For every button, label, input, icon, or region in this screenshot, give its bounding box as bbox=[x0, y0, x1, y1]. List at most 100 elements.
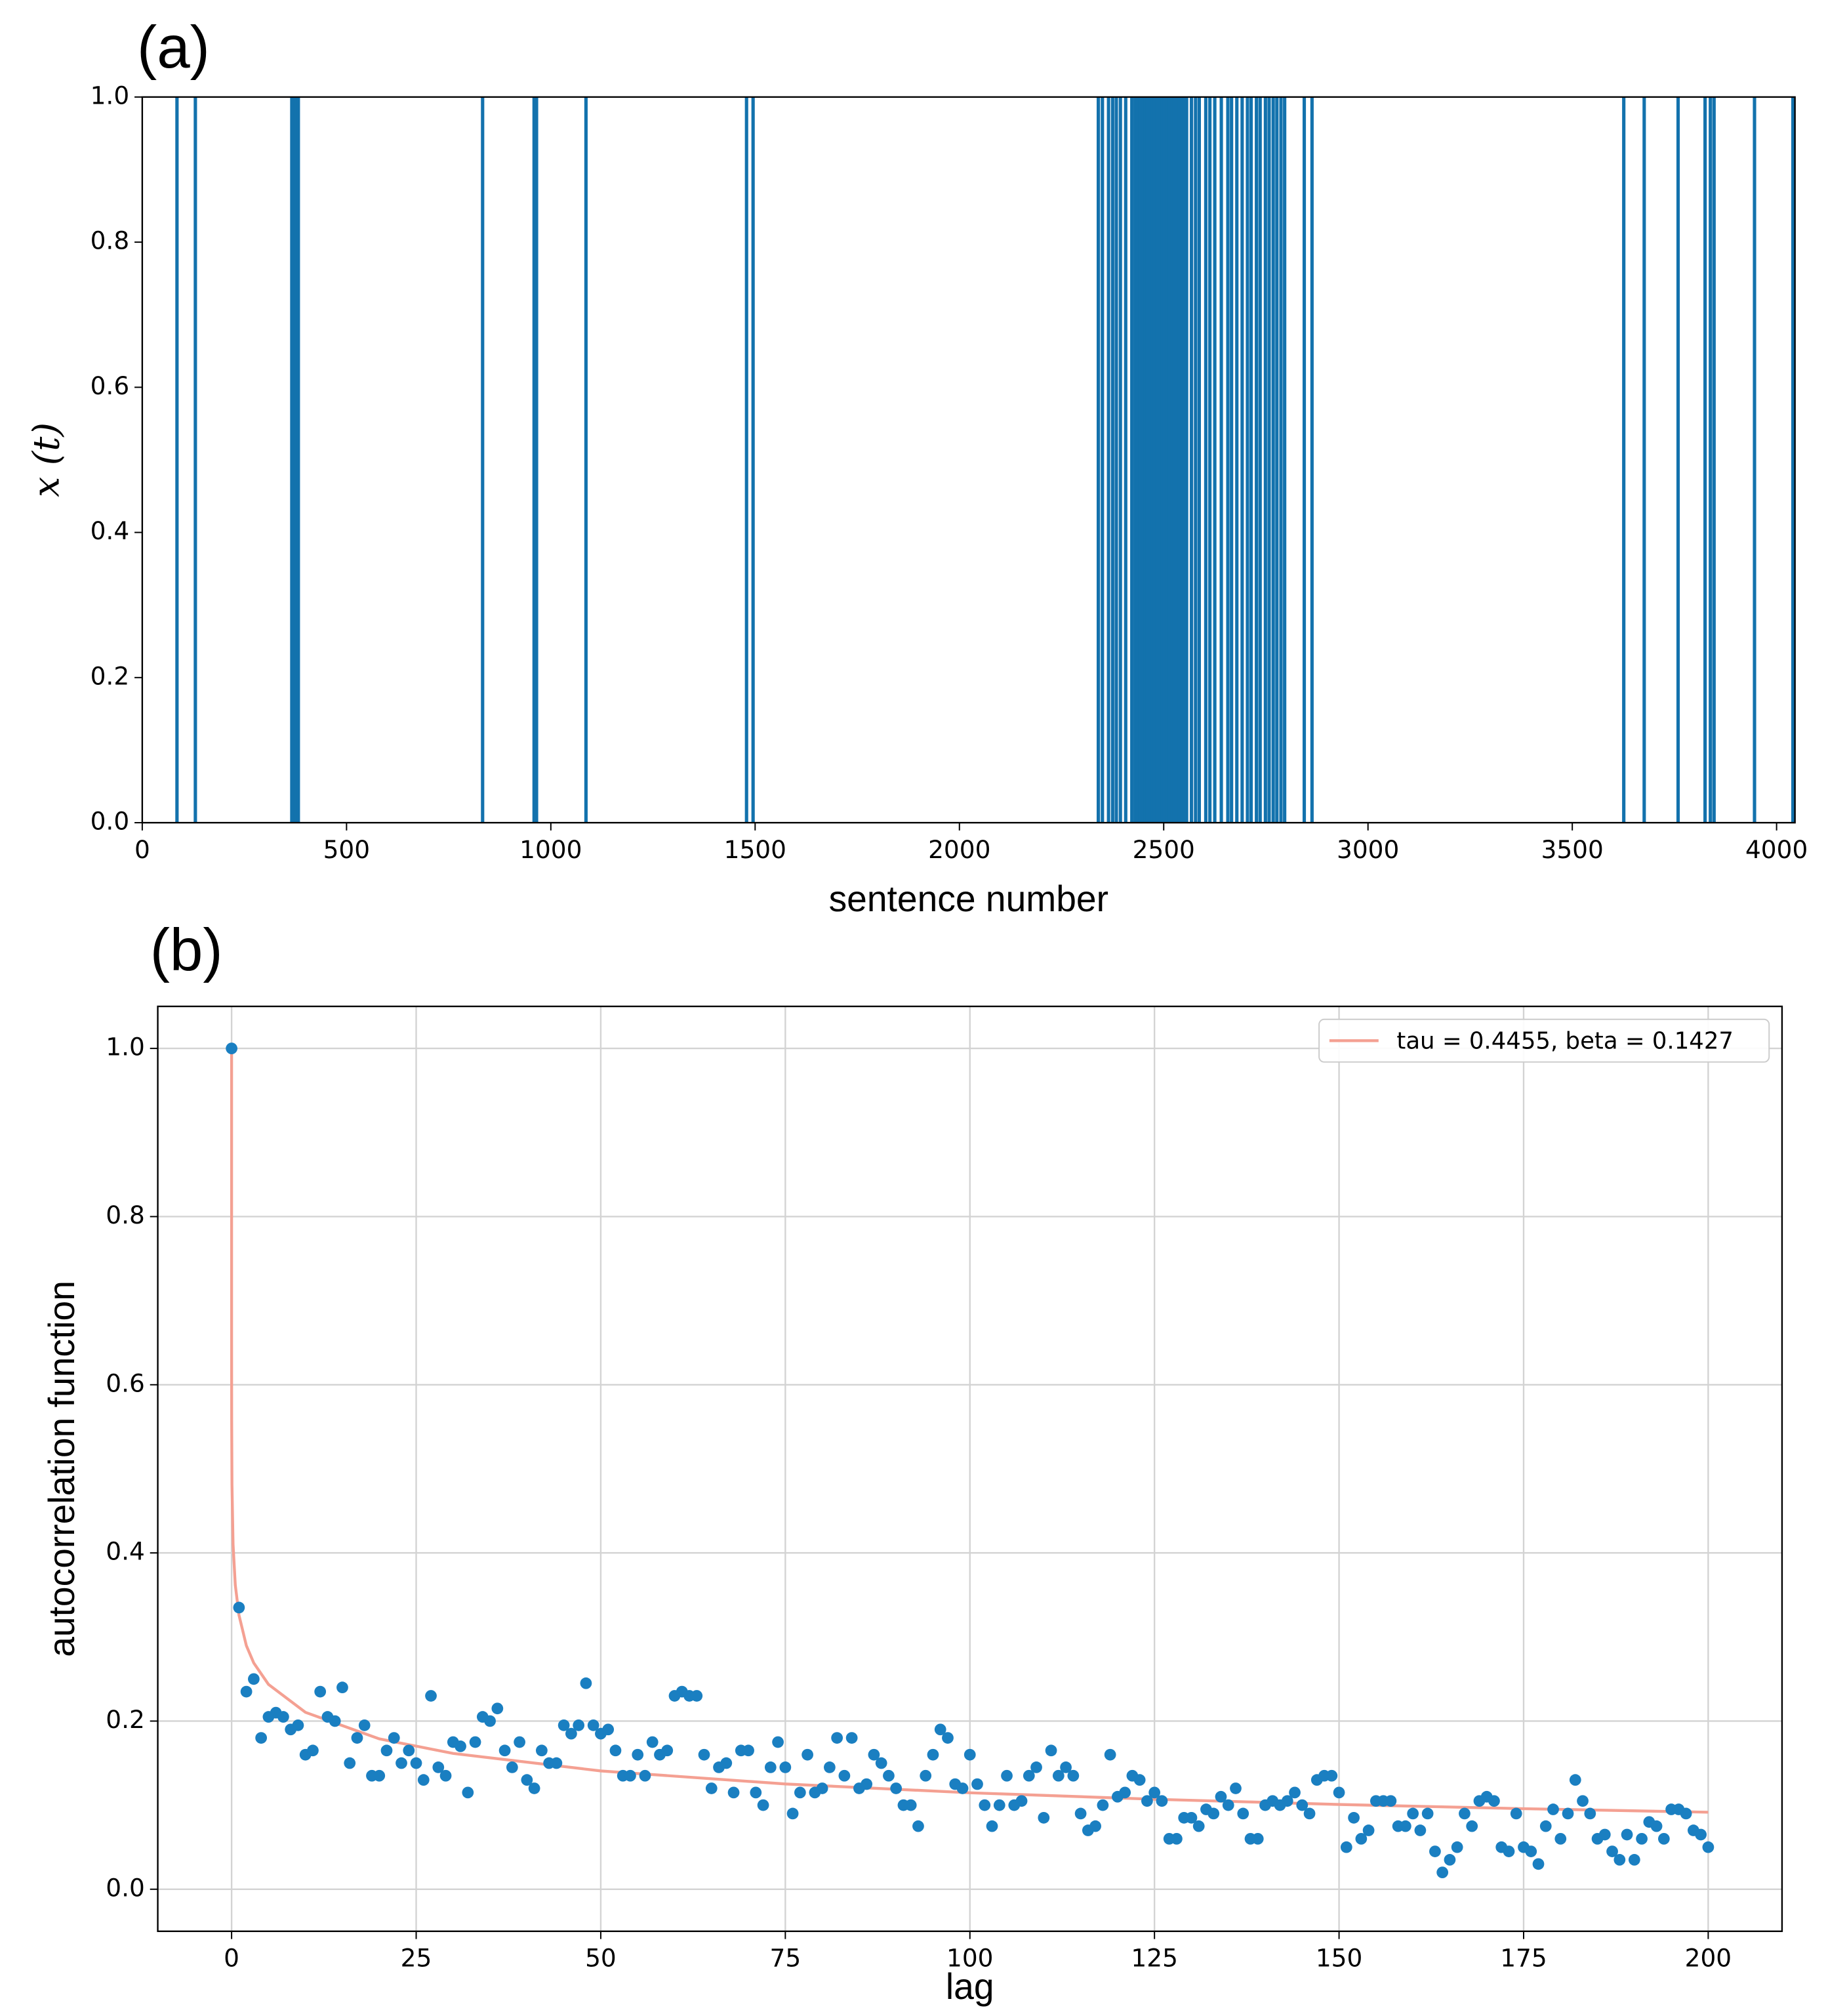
data-point bbox=[1192, 1820, 1205, 1832]
data-point bbox=[536, 1744, 548, 1757]
data-point bbox=[1466, 1820, 1478, 1832]
data-point bbox=[624, 1769, 636, 1782]
data-point bbox=[469, 1736, 481, 1748]
data-point bbox=[861, 1778, 873, 1790]
data-point bbox=[1067, 1769, 1080, 1782]
data-point bbox=[845, 1732, 858, 1744]
data-point bbox=[1052, 1769, 1065, 1782]
y-tick-label: 0.4 bbox=[106, 1537, 145, 1566]
data-point bbox=[1532, 1858, 1545, 1870]
x-tick-label: 125 bbox=[1131, 1944, 1177, 1973]
data-point bbox=[1569, 1774, 1581, 1786]
data-point bbox=[358, 1719, 371, 1731]
x-tick-label: 50 bbox=[585, 1944, 617, 1973]
data-point bbox=[1488, 1795, 1500, 1807]
plot-frame bbox=[141, 96, 1796, 824]
data-point bbox=[831, 1732, 843, 1744]
data-point bbox=[993, 1799, 1005, 1811]
data-point bbox=[632, 1748, 644, 1761]
data-point bbox=[373, 1769, 386, 1782]
x-tick-label: 100 bbox=[946, 1944, 993, 1973]
data-point bbox=[255, 1732, 268, 1744]
data-point bbox=[1407, 1807, 1419, 1820]
data-point bbox=[1503, 1845, 1515, 1857]
data-point bbox=[1001, 1769, 1013, 1782]
data-point bbox=[550, 1757, 563, 1769]
data-point bbox=[1429, 1845, 1441, 1857]
data-point bbox=[1547, 1803, 1559, 1815]
x-tick-label: 175 bbox=[1500, 1944, 1547, 1973]
data-point bbox=[329, 1715, 341, 1727]
data-point bbox=[1222, 1799, 1234, 1811]
data-point bbox=[1680, 1807, 1692, 1820]
y-axis-label: autocorrelation function bbox=[41, 1281, 82, 1657]
data-point bbox=[558, 1719, 570, 1731]
data-point bbox=[1281, 1795, 1293, 1807]
data-point bbox=[528, 1782, 540, 1794]
data-point bbox=[1251, 1832, 1264, 1845]
x-tick-label: 1500 bbox=[724, 835, 786, 864]
data-point bbox=[1185, 1811, 1198, 1824]
data-point bbox=[417, 1774, 430, 1786]
x-tick-label: 0 bbox=[134, 835, 150, 864]
data-point bbox=[639, 1769, 651, 1782]
data-point bbox=[890, 1782, 903, 1794]
y-tick-label: 0.6 bbox=[106, 1368, 145, 1397]
data-point bbox=[1119, 1786, 1131, 1799]
data-point bbox=[1554, 1832, 1567, 1845]
data-point bbox=[1015, 1795, 1028, 1807]
data-point bbox=[912, 1820, 924, 1832]
data-point bbox=[573, 1719, 585, 1731]
data-point bbox=[587, 1719, 599, 1731]
data-point bbox=[1436, 1866, 1449, 1879]
data-point bbox=[757, 1799, 769, 1811]
data-point bbox=[1023, 1769, 1035, 1782]
data-point bbox=[1385, 1795, 1397, 1807]
data-point bbox=[1237, 1807, 1249, 1820]
data-point bbox=[824, 1761, 836, 1773]
data-point bbox=[742, 1744, 754, 1757]
data-point bbox=[1613, 1854, 1626, 1866]
data-point bbox=[772, 1736, 784, 1748]
data-point bbox=[956, 1782, 969, 1794]
data-point bbox=[514, 1736, 525, 1748]
data-point bbox=[344, 1757, 356, 1769]
data-point bbox=[336, 1681, 348, 1694]
data-point bbox=[1355, 1832, 1368, 1845]
data-point bbox=[432, 1761, 445, 1773]
data-point bbox=[1510, 1807, 1522, 1820]
data-point bbox=[462, 1786, 474, 1799]
data-point bbox=[786, 1807, 799, 1820]
data-point bbox=[1606, 1845, 1618, 1857]
data-point bbox=[964, 1748, 976, 1761]
data-point bbox=[1104, 1748, 1116, 1761]
data-point bbox=[705, 1782, 718, 1794]
data-point bbox=[661, 1744, 674, 1757]
data-point bbox=[698, 1748, 710, 1761]
data-point bbox=[1657, 1832, 1670, 1845]
data-point bbox=[1296, 1799, 1309, 1811]
data-point bbox=[1451, 1841, 1463, 1853]
data-point bbox=[1141, 1795, 1153, 1807]
data-point bbox=[233, 1601, 245, 1614]
y-tick-label: 0.8 bbox=[91, 226, 130, 255]
x-tick-label: 25 bbox=[401, 1944, 432, 1973]
legend-box bbox=[1318, 1018, 1770, 1063]
data-point bbox=[1045, 1744, 1057, 1757]
data-point bbox=[979, 1799, 991, 1811]
data-point bbox=[602, 1723, 615, 1736]
data-point bbox=[1038, 1811, 1050, 1824]
y-tick-label: 0.0 bbox=[91, 807, 130, 836]
data-point bbox=[942, 1732, 954, 1744]
data-point bbox=[1459, 1807, 1471, 1820]
data-point bbox=[410, 1757, 422, 1769]
data-point bbox=[1348, 1811, 1360, 1824]
data-point bbox=[439, 1769, 452, 1782]
y-tick-label: 0.2 bbox=[91, 661, 130, 690]
data-point bbox=[1621, 1828, 1633, 1841]
data-point bbox=[1074, 1807, 1087, 1820]
data-point bbox=[1539, 1820, 1552, 1832]
x-axis-label: lag bbox=[946, 1966, 994, 2007]
